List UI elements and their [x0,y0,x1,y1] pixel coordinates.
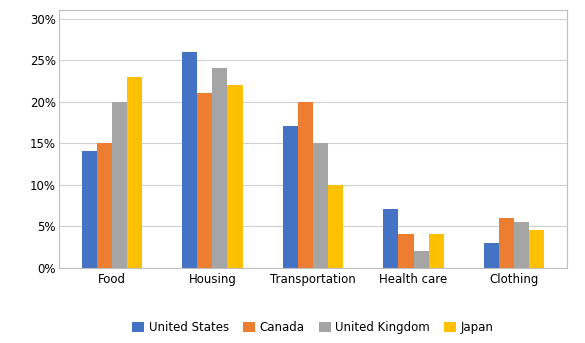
Bar [529,230,544,268]
Bar [228,85,243,268]
Bar [414,251,429,268]
Bar [298,102,313,268]
Bar [212,68,228,268]
Legend: United States, Canada, United Kingdom, Japan: United States, Canada, United Kingdom, J… [128,316,498,339]
Bar [484,243,499,268]
Bar [398,234,414,268]
Bar [313,143,328,268]
Bar [82,151,97,268]
Bar [112,102,127,268]
Bar [514,222,529,268]
Bar [283,127,298,268]
Bar [499,218,514,268]
Bar [328,185,343,268]
Bar [97,143,112,268]
Bar [127,77,142,268]
Bar [383,210,398,268]
Bar [429,234,444,268]
Bar [182,52,197,268]
Bar [197,93,212,268]
